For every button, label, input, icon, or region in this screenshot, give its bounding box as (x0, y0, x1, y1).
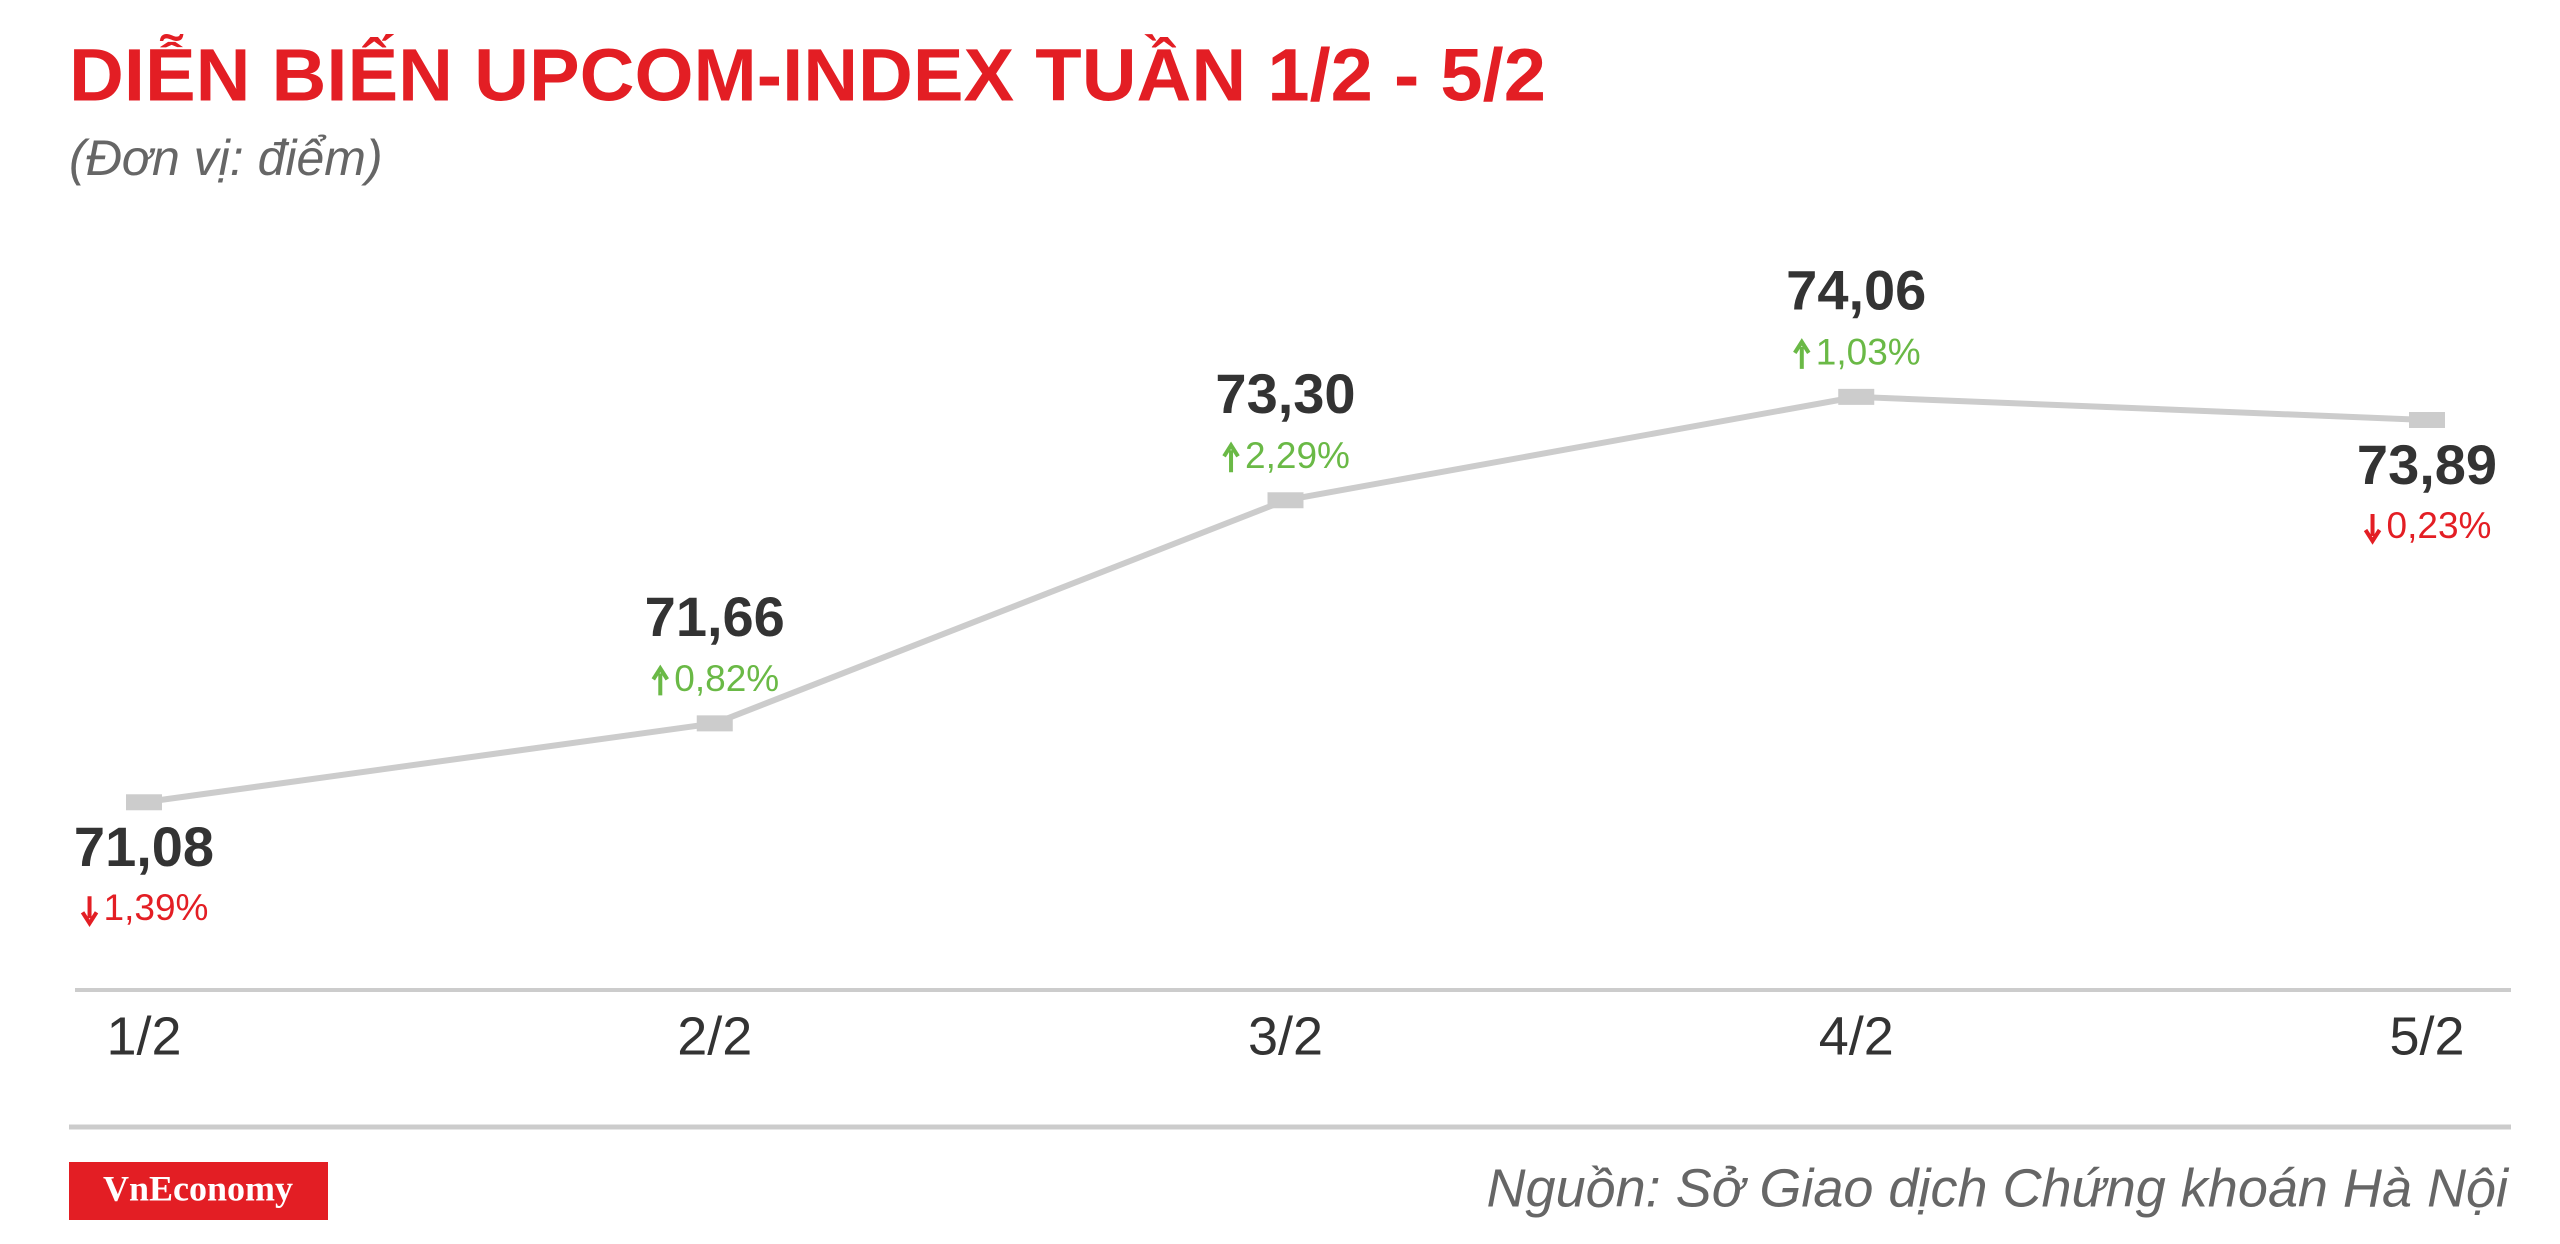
change-arrow (80, 896, 99, 927)
change-arrow (2363, 514, 2382, 545)
point-marker (696, 715, 733, 732)
point-marker (1838, 388, 1875, 405)
value-label: 71,66 (645, 585, 785, 648)
value-label: 74,06 (1786, 259, 1926, 322)
logo-box (69, 1162, 328, 1220)
x-tick-label: 4/2 (1819, 1006, 1894, 1066)
x-tick-label: 1/2 (106, 1006, 181, 1066)
x-tick-label: 3/2 (1248, 1006, 1323, 1066)
change-label: 2,29% (1245, 435, 1350, 476)
value-label: 71,08 (74, 815, 214, 878)
change-arrow (1793, 338, 1811, 369)
x-tick-label: 2/2 (677, 1006, 752, 1066)
point-marker (2409, 412, 2445, 429)
point-marker (1267, 492, 1304, 509)
point-marker (126, 794, 162, 811)
change-label: 0,82% (674, 658, 779, 699)
value-label: 73,30 (1215, 362, 1355, 425)
chart-subtitle: (Đơn vị: điểm) (69, 130, 383, 186)
x-tick-label: 5/2 (2389, 1006, 2464, 1066)
chart-title: DIỄN BIẾN UPCOM-INDEX TUẦN 1/2 - 5/2 (69, 34, 1546, 117)
change-label: 1,39% (104, 887, 209, 928)
value-label: 73,89 (2357, 433, 2497, 496)
change-arrow (651, 664, 669, 696)
change-arrow (1222, 441, 1240, 473)
change-label: 0,23% (2387, 505, 2492, 546)
change-label: 1,03% (1816, 332, 1921, 373)
logo: VnEconomy (103, 1168, 293, 1208)
source: Nguồn: Sở Giao dịch Chứng khoán Hà Nội (1487, 1158, 2510, 1218)
